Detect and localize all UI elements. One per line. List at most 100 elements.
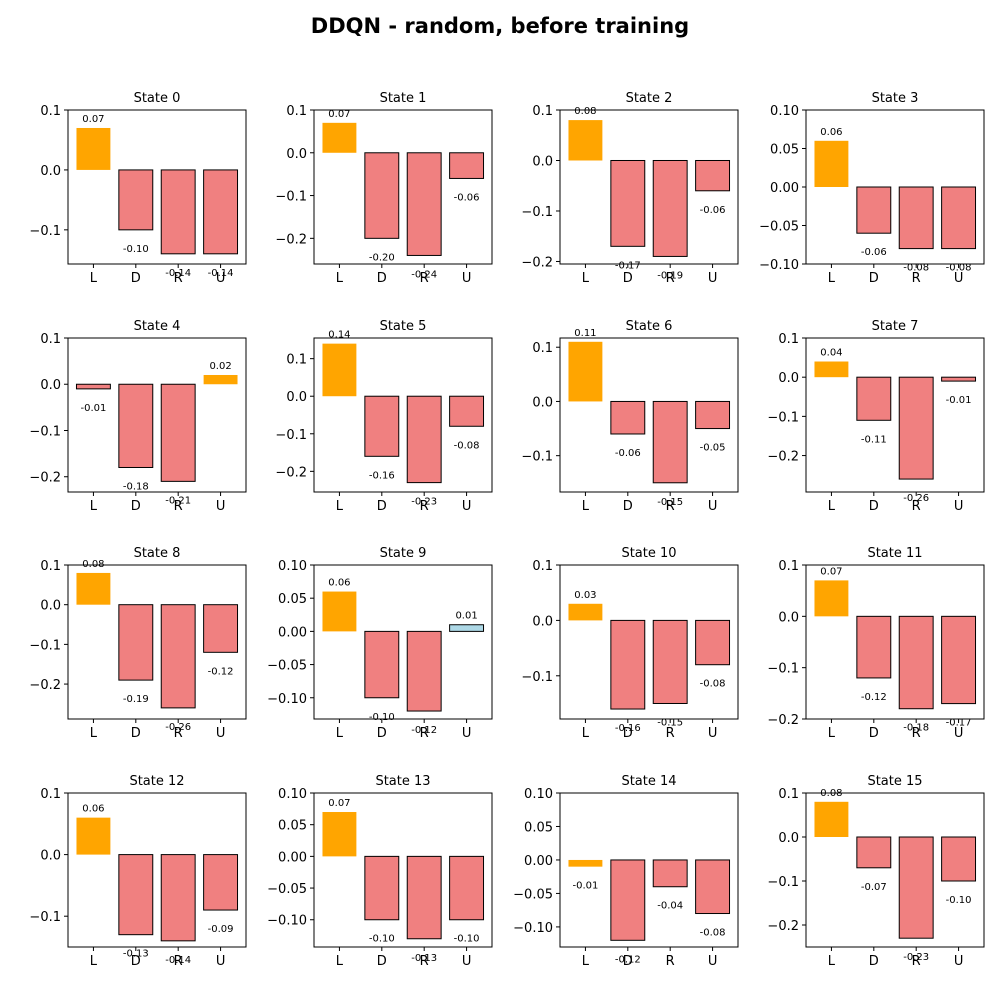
- value-label: -0.06: [700, 205, 726, 216]
- y-tick-label: −0.2: [767, 919, 799, 934]
- x-tick-label: L: [90, 954, 98, 969]
- x-tick-label: R: [666, 954, 675, 969]
- value-label: -0.10: [369, 712, 395, 723]
- x-tick-label: D: [869, 499, 879, 514]
- x-tick-label: R: [912, 726, 921, 741]
- bar-R: [652, 400, 688, 484]
- bar-D: [610, 400, 646, 435]
- x-tick-label: L: [828, 271, 836, 286]
- y-tick-label: −0.05: [759, 220, 799, 235]
- x-tick-label: R: [912, 954, 921, 969]
- x-tick-label: L: [90, 271, 98, 286]
- y-tick-label: −0.1: [767, 410, 799, 425]
- bar-R: [652, 859, 688, 888]
- bar-D: [610, 619, 646, 710]
- y-tick-label: 0.1: [40, 104, 61, 119]
- value-label: 0.08: [574, 106, 596, 117]
- y-tick-label: −0.2: [767, 450, 799, 465]
- value-label: -0.09: [208, 924, 234, 935]
- value-label: -0.08: [946, 263, 972, 274]
- value-label: -0.08: [700, 679, 726, 690]
- value-label: -0.08: [454, 440, 480, 451]
- bar-U: [941, 186, 977, 250]
- state-panel: State 150.08L-0.07D -0.23R-0.10U0.10.0−0.…: [767, 774, 985, 969]
- bar-R: [160, 604, 196, 709]
- x-tick-label: L: [336, 499, 344, 514]
- value-label: 0.06: [82, 804, 104, 815]
- y-tick-label: −0.1: [521, 205, 553, 220]
- bar-R: [898, 186, 934, 250]
- x-tick-label: D: [377, 954, 387, 969]
- state-panel: State 7 0.04 L -0.11 D -0.26R -0.01 U 0.1 0.0 −0.1…: [767, 319, 985, 514]
- value-label: -0.12: [411, 725, 437, 736]
- bar-D: [364, 855, 400, 921]
- state-panel: State 13 0.07 L -0.10 D -0.13R -0.10 U 0.10 0.05 0…: [267, 774, 493, 969]
- value-label: -0.23: [411, 497, 437, 508]
- y-tick-label: 0.0: [40, 599, 61, 614]
- bar-R: [898, 836, 934, 939]
- y-tick-label: −0.2: [29, 678, 61, 693]
- y-tick-label: 0.1: [778, 787, 799, 802]
- bar-L: [76, 817, 111, 855]
- bar-D: [610, 859, 646, 941]
- y-tick-label: 0.0: [778, 831, 799, 846]
- value-label: -0.05: [700, 443, 726, 454]
- state-panel: State 100.03L -0.16D-0.15R-0.08U0.10.0−0.…: [521, 546, 739, 741]
- y-tick-label: 0.00: [524, 854, 553, 869]
- x-tick-label: U: [462, 954, 472, 969]
- bar-D: [856, 186, 892, 234]
- panel-title: State 8: [134, 546, 181, 561]
- value-label: 0.06: [328, 578, 350, 589]
- y-tick-label: −0.1: [29, 424, 61, 439]
- y-tick-label: 0.05: [278, 592, 307, 607]
- bar-U: [449, 624, 485, 632]
- panel-title: State 11: [867, 546, 922, 561]
- x-tick-label: L: [582, 726, 590, 741]
- x-tick-label: R: [174, 954, 183, 969]
- y-tick-label: 0.00: [278, 625, 307, 640]
- x-tick-label: D: [131, 271, 141, 286]
- value-label: -0.24: [411, 269, 437, 280]
- value-label: -0.19: [123, 694, 149, 705]
- y-tick-label: 0.1: [40, 559, 61, 574]
- y-tick-label: 0.10: [278, 787, 307, 802]
- x-tick-label: R: [420, 954, 429, 969]
- x-tick-label: U: [708, 954, 718, 969]
- bar-R: [160, 383, 196, 482]
- bar-R: [652, 159, 688, 257]
- state-panel: State 4 -0.01 L -0.18 D -0.21R 0.02 U 0.1 0.0 −0.1…: [29, 319, 247, 514]
- bar-L: [568, 341, 603, 402]
- x-tick-label: D: [869, 726, 879, 741]
- panel-title: State 9: [380, 546, 427, 561]
- value-label: -0.18: [903, 723, 929, 734]
- x-tick-label: R: [174, 271, 183, 286]
- y-tick-label: 0.0: [778, 610, 799, 625]
- y-tick-label: 0.0: [40, 378, 61, 393]
- axes-frame: [805, 109, 985, 265]
- y-tick-label: −0.1: [521, 670, 553, 685]
- y-tick-label: 0.10: [524, 787, 553, 802]
- bar-L: [814, 361, 849, 378]
- state-panel: State 8 0.08 L -0.19 D -0.26R -0.12 U 0.1 0.0 −0.1…: [29, 546, 247, 741]
- state-panel: State 20.08L-0.17D -0.19R-0.06U0.10.0−0.1…: [521, 91, 739, 286]
- y-tick-label: 0.1: [286, 104, 307, 119]
- x-tick-label: D: [623, 271, 633, 286]
- value-label: -0.14: [208, 268, 234, 279]
- bar-U: [941, 836, 977, 882]
- y-tick-label: 0.05: [770, 143, 799, 158]
- value-label: 0.14: [328, 330, 350, 341]
- bar-L: [814, 801, 849, 837]
- axes-frame: [805, 792, 985, 948]
- x-tick-label: D: [131, 726, 141, 741]
- state-panel: State 30.06L-0.06D-0.08R-0.08U0.100.050.…: [759, 91, 985, 286]
- x-tick-label: L: [582, 499, 590, 514]
- y-tick-label: −0.10: [513, 921, 553, 936]
- x-tick-label: U: [708, 499, 718, 514]
- value-label: -0.10: [123, 244, 149, 255]
- x-tick-label: L: [336, 954, 344, 969]
- panel-title: State 4: [134, 319, 181, 334]
- y-tick-label: −0.2: [521, 255, 553, 270]
- bar-U: [203, 169, 239, 255]
- axes-frame: [805, 337, 985, 493]
- x-tick-label: L: [828, 954, 836, 969]
